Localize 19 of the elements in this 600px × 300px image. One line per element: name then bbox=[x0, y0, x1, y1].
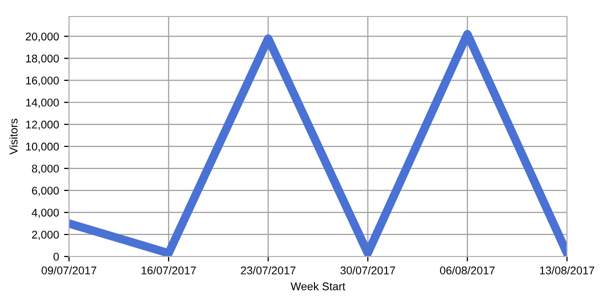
y-tick-label: 18,000 bbox=[26, 54, 59, 64]
x-axis-title: Week Start bbox=[290, 282, 346, 290]
y-tick-label: 20,000 bbox=[26, 32, 59, 42]
x-tick-label: 13/08/2017 bbox=[540, 266, 594, 274]
y-tick-label: 14,000 bbox=[26, 98, 59, 108]
x-tick-label: 30/07/2017 bbox=[340, 266, 396, 274]
y-tick-label: 6,000 bbox=[32, 186, 59, 196]
y-tick-label: 8,000 bbox=[32, 164, 59, 174]
y-tick-label: 12,000 bbox=[26, 120, 59, 130]
y-tick-label: 10,000 bbox=[26, 142, 59, 152]
y-tick-label: 2,000 bbox=[32, 230, 59, 240]
y-tick-label: 4,000 bbox=[32, 208, 59, 218]
x-tick-label: 06/08/2017 bbox=[440, 266, 495, 274]
x-tick-label: 09/07/2017 bbox=[42, 266, 96, 274]
x-tick-label: 16/07/2017 bbox=[142, 266, 196, 274]
y-axis-title: Visitors bbox=[9, 118, 18, 155]
y-tick-label: 16,000 bbox=[26, 76, 59, 86]
y-tick-label: 0 bbox=[54, 252, 59, 261]
x-tick-label: 23/07/2017 bbox=[240, 266, 296, 274]
